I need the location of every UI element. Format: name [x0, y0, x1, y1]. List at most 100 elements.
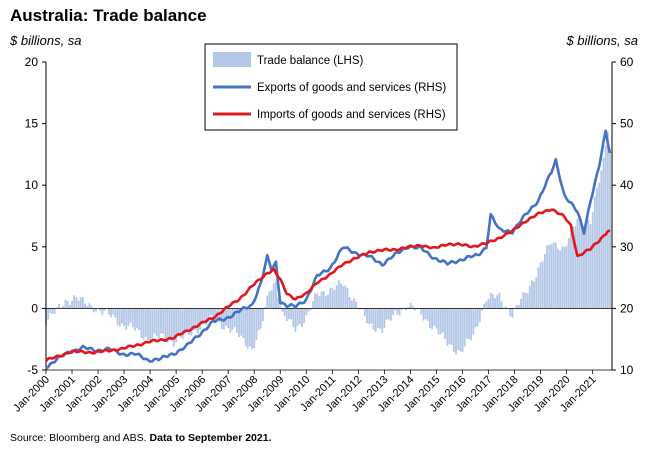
trade-balance-bar: [602, 157, 605, 309]
trade-balance-bar: [64, 299, 67, 309]
trade-balance-bar: [212, 308, 214, 320]
trade-balance-bar: [372, 308, 375, 330]
trade-balance-bar: [546, 245, 549, 309]
trade-balance-bar: [190, 308, 193, 336]
trade-balance-bar: [407, 307, 410, 309]
trade-balance-bar: [301, 308, 303, 327]
trade-balance-bar: [333, 290, 336, 309]
trade-balance-bar: [485, 301, 488, 309]
trade-balance-bar: [81, 297, 84, 309]
trade-balance-bar: [353, 298, 355, 309]
trade-balance-bar: [437, 308, 440, 335]
trade-balance-bar: [572, 226, 575, 309]
trade-balance-bar: [593, 196, 596, 309]
trade-balance-bar: [203, 308, 206, 324]
trade-balance-bar: [509, 308, 512, 317]
trade-balance-bar: [68, 304, 71, 309]
trade-balance-bar: [79, 297, 82, 309]
trade-balance-bar: [530, 280, 533, 309]
trade-balance-bar: [318, 295, 321, 309]
trade-balance-bar: [255, 308, 258, 340]
trade-balance-bar: [585, 220, 588, 309]
right-tick-label: 20: [620, 301, 634, 315]
trade-balance-bar: [47, 308, 50, 320]
trade-balance-bar: [355, 301, 358, 309]
trade-balance-bar: [563, 246, 566, 309]
trade-balance-bar: [517, 305, 520, 309]
trade-balance-bar: [112, 308, 115, 315]
trade-balance-bar: [392, 308, 394, 315]
trade-balance-bar: [160, 308, 162, 334]
trade-balance-bar: [242, 308, 245, 338]
trade-balance-bar: [66, 301, 69, 309]
trade-balance-bar: [461, 308, 464, 353]
trade-balance-bar: [281, 308, 284, 312]
trade-balance-bar: [285, 308, 288, 322]
trade-balance-bar: [587, 219, 590, 309]
trade-balance-bar: [537, 267, 540, 309]
trade-balance-bar: [381, 308, 384, 334]
trade-balance-bar: [405, 308, 408, 311]
trade-balance-bar: [598, 182, 601, 309]
trade-balance-bar: [127, 308, 130, 326]
trade-balance-bar: [465, 308, 468, 339]
exports-line: [45, 129, 612, 370]
trade-balance-bar: [290, 308, 293, 320]
trade-balance-bar: [578, 217, 581, 309]
trade-balance-bar: [350, 300, 353, 309]
trade-balance-bar: [123, 308, 126, 326]
trade-balance-bar: [186, 308, 188, 331]
trade-balance-bar: [498, 292, 501, 309]
trade-balance-bar: [394, 308, 397, 311]
trade-balance-bar: [554, 242, 557, 309]
legend-label: Trade balance (LHS): [257, 55, 363, 67]
trade-balance-bar: [311, 301, 314, 309]
trade-balance-bar: [188, 308, 191, 335]
trade-balance-bar: [264, 307, 267, 309]
trade-balance-bar: [240, 308, 243, 336]
trade-balance-bar: [329, 288, 332, 309]
legend-label: Imports of goods and services (RHS): [257, 109, 446, 121]
trade-balance-bar: [565, 245, 568, 309]
trade-balance-bar: [574, 226, 577, 309]
trade-balance-bar: [118, 308, 121, 327]
right-tick-label: 40: [620, 178, 634, 192]
trade-balance-bar: [92, 308, 95, 313]
trade-balance-bar: [183, 308, 186, 334]
trade-balance-bar: [320, 291, 323, 309]
left-tick-label: 0: [31, 301, 38, 315]
trade-balance-bar: [164, 308, 167, 341]
trade-balance-bar: [177, 308, 180, 337]
chart-title: Australia: Trade balance: [10, 6, 207, 25]
trade-balance-bar: [173, 308, 175, 347]
trade-balance-bar: [238, 308, 240, 338]
trade-balance-bar: [307, 308, 310, 312]
trade-balance-bar: [129, 308, 132, 323]
trade-balance-bar: [77, 300, 80, 309]
trade-balance-bar: [101, 308, 104, 315]
trade-balance-bar: [153, 308, 156, 334]
trade-balance-bar: [147, 308, 149, 341]
trade-balance-bar: [385, 308, 388, 320]
trade-balance-bar: [561, 246, 564, 309]
trade-balance-bar: [550, 244, 553, 309]
chart-lines: [45, 129, 612, 370]
trade-balance-bar: [567, 238, 570, 309]
trade-balance-bar: [251, 308, 253, 350]
trade-balance-bar: [359, 308, 362, 310]
trade-balance-bar: [196, 308, 199, 334]
legend-label: Exports of goods and services (RHS): [257, 82, 446, 94]
trade-balance-bar: [340, 283, 342, 309]
trade-balance-bar: [151, 308, 154, 339]
trade-balance-bar: [71, 300, 73, 309]
trade-balance-bar: [370, 308, 373, 324]
trade-balance-bar: [181, 308, 184, 339]
trade-balance-bar: [335, 285, 338, 309]
trade-balance-bar: [248, 308, 251, 347]
trade-balance-bar: [348, 297, 351, 309]
trade-balance-bar: [452, 308, 455, 352]
left-axis-unit-label: $ billions, sa: [10, 33, 82, 48]
trade-balance-bar: [374, 308, 377, 333]
trade-balance-bar: [140, 308, 143, 338]
trade-balance-bars: [45, 131, 611, 355]
